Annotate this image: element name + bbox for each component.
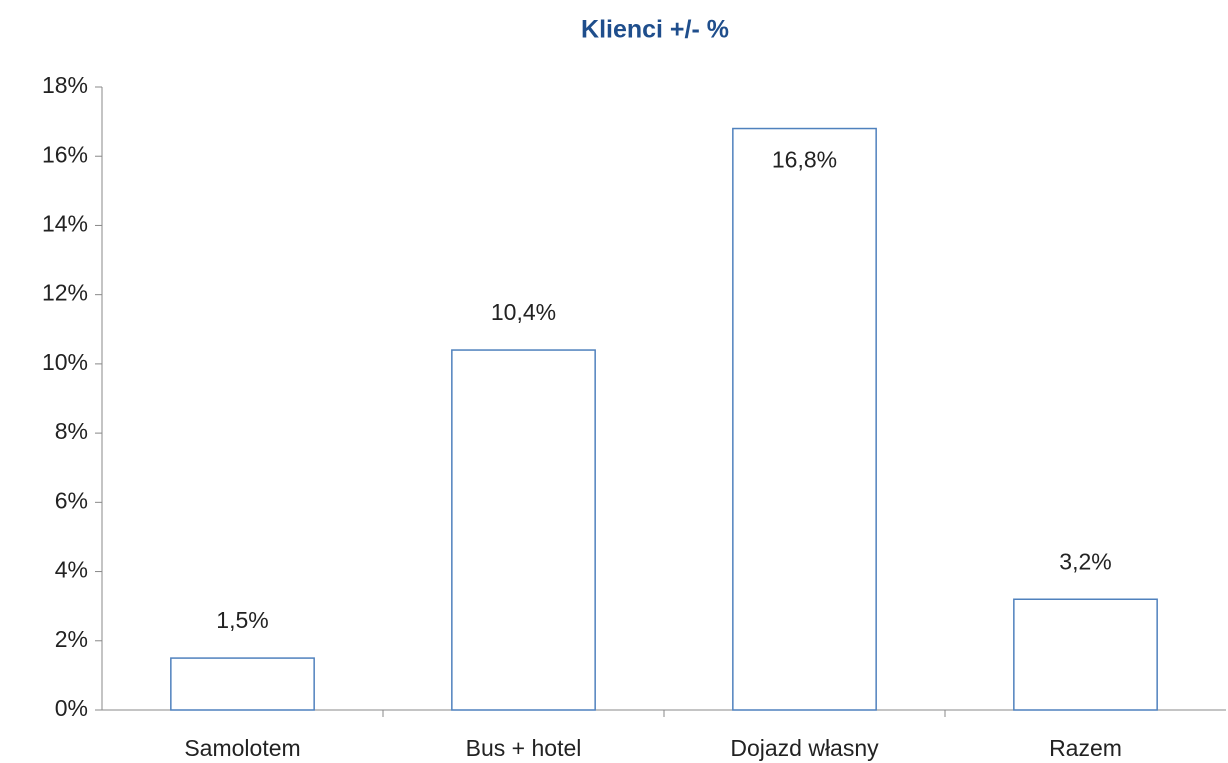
y-tick-label: 0%	[55, 695, 88, 721]
bar	[452, 350, 595, 710]
value-label: 16,8%	[772, 147, 837, 173]
chart-title: Klienci +/- %	[581, 16, 729, 44]
y-tick-label: 8%	[55, 418, 88, 444]
y-tick-label: 14%	[42, 211, 88, 237]
chart: Klienci +/- % 0% 2% 4% 6% 8% 10% 12% 14% 16% 18% S…	[0, 0, 1228, 763]
x-tick-label: Dojazd własny	[730, 735, 879, 761]
x-tick-label: Bus + hotel	[466, 735, 582, 761]
y-tick-label: 16%	[42, 141, 88, 167]
value-label: 1,5%	[216, 607, 268, 633]
value-label: 3,2%	[1059, 548, 1111, 574]
x-tick-label: Razem	[1049, 735, 1122, 761]
bar	[733, 129, 876, 710]
value-label: 10,4%	[491, 299, 556, 325]
y-tick-label: 2%	[55, 626, 88, 652]
y-tick-label: 10%	[42, 349, 88, 375]
y-tick-label: 6%	[55, 487, 88, 513]
y-tick-label: 4%	[55, 557, 88, 583]
y-tick-label: 18%	[42, 72, 88, 98]
x-tick-label: Samolotem	[184, 735, 300, 761]
y-tick-label: 12%	[42, 280, 88, 306]
bar	[171, 658, 314, 710]
bar	[1014, 599, 1157, 710]
